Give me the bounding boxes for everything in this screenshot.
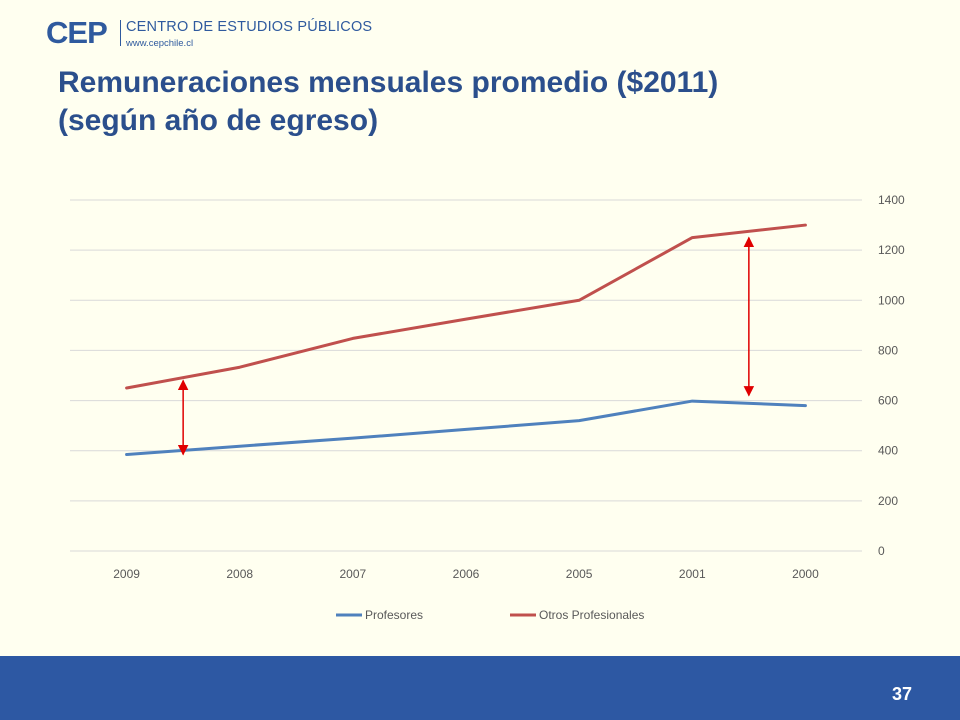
- x-tick-label: 2008: [226, 567, 253, 581]
- y-tick-label: 0: [878, 544, 885, 558]
- logo-mark: CEP: [46, 15, 108, 50]
- x-tick-label: 2007: [340, 567, 367, 581]
- series-line-profesores: [125, 399, 807, 456]
- x-tick-label: 2000: [792, 567, 819, 581]
- page-number: 37: [891, 684, 912, 704]
- footer-bar: 37: [0, 656, 960, 720]
- x-tick-label: 2009: [113, 567, 140, 581]
- cep-logo: CEP CENTRO DE ESTUDIOS PÚBLICOS www.cepc…: [46, 14, 372, 50]
- y-tick-label: 800: [878, 343, 898, 357]
- legend-profesores-label: Profesores: [365, 608, 423, 622]
- x-tick-label: 2005: [566, 567, 593, 581]
- series-line-otros-profesionales: [125, 223, 807, 390]
- slide-title-line-1: Remuneraciones mensuales promedio ($2011…: [58, 66, 719, 99]
- logo-url: www.cepchile.cl: [126, 38, 194, 49]
- legend-otros-profesionales-label: Otros Profesionales: [539, 608, 644, 622]
- y-tick-label: 400: [878, 444, 898, 458]
- logo-divider: [120, 20, 121, 46]
- y-tick-label: 600: [878, 394, 898, 408]
- x-tick-label: 2001: [679, 567, 706, 581]
- slide-title-line-2: (según año de egreso): [58, 104, 379, 137]
- y-tick-label: 200: [878, 494, 898, 508]
- y-tick-label: 1200: [878, 243, 905, 257]
- x-tick-label: 2006: [453, 567, 480, 581]
- slide-title: Remuneraciones mensuales promedio ($2011…: [58, 64, 858, 140]
- y-tick-label: 1400: [878, 193, 905, 207]
- y-tick-label: 1000: [878, 293, 905, 307]
- logo-name: CENTRO DE ESTUDIOS PÚBLICOS: [126, 19, 373, 35]
- line-chart: 0 200 400 600 800 1000 1200 1400 2009 2008 2007 200…: [70, 193, 905, 622]
